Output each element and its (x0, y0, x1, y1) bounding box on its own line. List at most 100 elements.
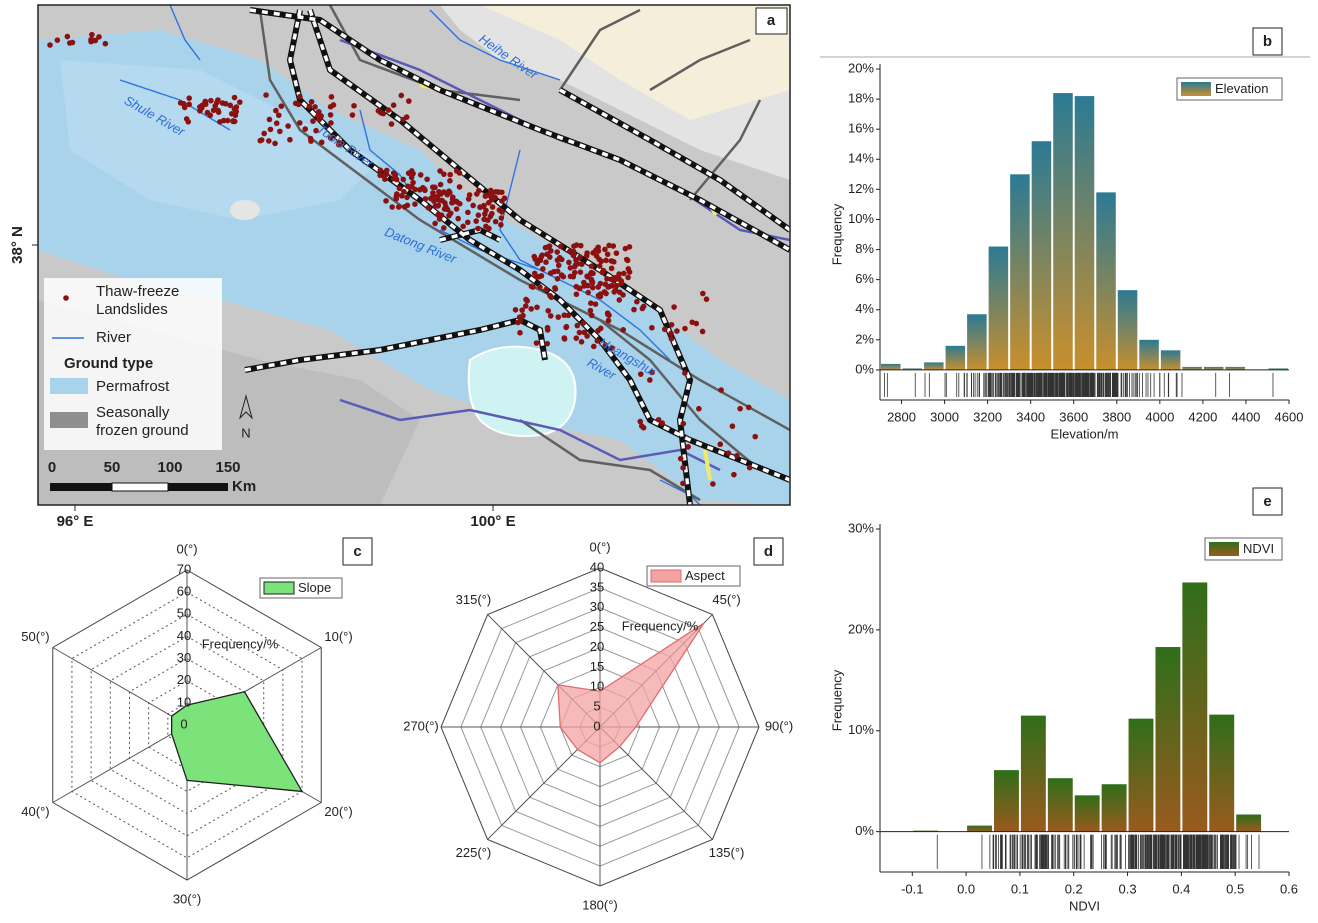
landslide-point (674, 328, 680, 334)
y-tick-label: 0% (855, 361, 874, 376)
bar (1021, 716, 1046, 832)
landslide-point (215, 97, 221, 103)
landslide-point (598, 326, 604, 332)
landslide-point (549, 294, 555, 300)
landslide-point (731, 472, 737, 478)
landslide-point (543, 259, 549, 265)
panel-label: b (1263, 33, 1272, 50)
landslide-point (391, 102, 397, 108)
x-axis-label: Elevation/m (1051, 426, 1119, 441)
axis-label: 0(°) (589, 539, 610, 554)
landslide-point (402, 204, 408, 210)
panel-label: c (353, 543, 361, 560)
panel-label: a (767, 12, 776, 29)
landslide-point (182, 105, 188, 111)
landslide-point (186, 95, 192, 101)
r-tick-label: 70 (177, 561, 191, 576)
y-tick-label: 2% (855, 331, 874, 346)
landslide-point (605, 312, 611, 318)
x-tick-label: 0.6 (1280, 881, 1298, 896)
bar (1096, 192, 1116, 370)
landslide-point (89, 32, 95, 38)
axis-label: 30(°) (173, 891, 201, 906)
landslide-point (450, 196, 456, 202)
landslide-point (577, 330, 583, 336)
landslide-point (350, 112, 356, 118)
scale-bar (168, 483, 228, 491)
bar (1118, 290, 1138, 370)
landslide-point (297, 94, 303, 100)
r-tick-label: 0 (180, 716, 187, 731)
landslide-point (545, 327, 551, 333)
axis-label: 50(°) (21, 629, 49, 644)
bar (1209, 715, 1234, 832)
landslide-point (539, 273, 545, 279)
landslide-point (554, 249, 560, 255)
bar (1155, 647, 1180, 832)
landslide-point (391, 170, 397, 176)
landslide-point (534, 274, 540, 280)
y-tick-label: 10% (848, 211, 874, 226)
landslide-point (215, 108, 221, 114)
r-tick-label: 10 (590, 679, 604, 694)
panel-label: e (1263, 493, 1271, 510)
landslide-point (747, 465, 753, 471)
bar (1102, 784, 1127, 831)
landslide-point (577, 254, 583, 260)
r-tick-label: 40 (590, 559, 604, 574)
landslide-point (412, 201, 418, 207)
landslide-point (272, 141, 278, 147)
lon-label: 100° E (470, 513, 515, 530)
landslide-point (485, 217, 491, 223)
landslide-point (574, 323, 580, 329)
landslide-point (70, 40, 76, 46)
landslide-point (597, 263, 603, 269)
landslide-point (389, 121, 395, 127)
landslide-point (391, 176, 397, 182)
r-tick-label: 35 (590, 579, 604, 594)
legend-label: NDVI (1243, 541, 1274, 556)
landslide-point (584, 273, 590, 279)
legend-label: Elevation (1215, 81, 1268, 96)
landslide-point (625, 258, 631, 264)
bar (967, 314, 987, 370)
axis-label: 315(°) (456, 592, 492, 607)
axis-label: 20(°) (324, 804, 352, 819)
x-tick-label: 2800 (887, 409, 916, 424)
landslide-point (556, 262, 562, 268)
landslide-point (544, 341, 550, 347)
r-tick-label: 30 (177, 650, 191, 665)
landslide-point (609, 266, 615, 272)
x-tick-label: 4200 (1188, 409, 1217, 424)
legend-dot (63, 295, 69, 301)
landslide-point (310, 118, 316, 124)
x-tick-label: 3600 (1059, 409, 1088, 424)
landslide-point (259, 137, 265, 143)
y-axis-label: Frequency (829, 669, 844, 731)
landslide-point (689, 319, 695, 325)
landslide-point (279, 103, 285, 109)
landslide-point (378, 167, 384, 173)
legend-swatch (1209, 542, 1239, 556)
landslide-point (237, 99, 243, 105)
r-tick-label: 50 (177, 606, 191, 621)
landslide-point (47, 42, 53, 48)
landslide-point (267, 117, 273, 123)
landslide-point (602, 247, 608, 253)
landslide-point (297, 120, 303, 126)
landslide-point (588, 308, 594, 314)
landslide-point (584, 253, 590, 259)
x-axis-label: NDVI (1069, 898, 1100, 913)
landslide-point (700, 329, 706, 335)
landslide-point (285, 123, 291, 129)
landslide-point (328, 112, 334, 118)
landslide-point (601, 268, 607, 274)
landslide-point (65, 34, 71, 40)
landslide-point (482, 211, 488, 217)
landslide-point (558, 244, 564, 250)
landslide-point (197, 104, 203, 110)
landslide-point (634, 299, 640, 305)
landslide-point (589, 278, 595, 284)
axis-label: 90(°) (765, 718, 793, 733)
bar (881, 364, 901, 370)
